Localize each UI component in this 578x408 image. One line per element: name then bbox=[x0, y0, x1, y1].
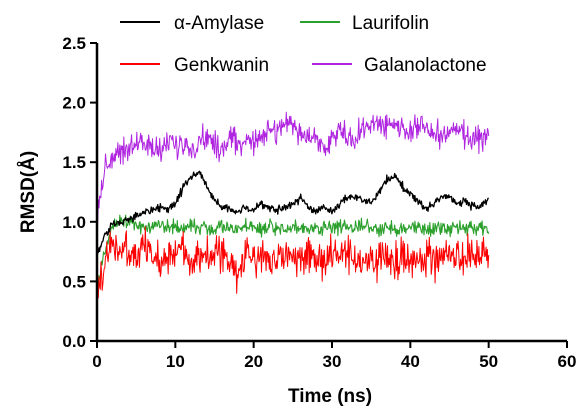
y-tick-label-0: 0.0 bbox=[62, 332, 86, 351]
legend-label-0: α-Amylase bbox=[174, 13, 264, 34]
series-layer bbox=[96, 111, 490, 309]
y-tick-label-2: 1.0 bbox=[62, 213, 86, 232]
series-line-2 bbox=[96, 226, 490, 309]
y-tick-label-4: 2.0 bbox=[62, 94, 86, 113]
x-tick-label-6: 60 bbox=[558, 352, 577, 371]
series-line-1 bbox=[96, 214, 490, 292]
x-tick-label-4: 40 bbox=[401, 352, 420, 371]
series-line-3 bbox=[96, 111, 490, 223]
y-tick-label-5: 2.5 bbox=[62, 34, 86, 53]
series-line-0 bbox=[96, 170, 489, 258]
legend-item-0: α-Amylase bbox=[120, 13, 264, 34]
legend-label-1: Laurifolin bbox=[352, 13, 429, 34]
x-tick-label-3: 30 bbox=[323, 352, 342, 371]
tick-layer: 0 10 20 30 40 50 60 0.0 0.5 1.0 1.5 2.0 2.5 bbox=[62, 34, 576, 371]
x-tick-label-0: 0 bbox=[92, 352, 101, 371]
legend: α-Amylase Laurifolin Genkwanin Galanolac… bbox=[120, 13, 487, 76]
legend-item-1: Laurifolin bbox=[300, 13, 429, 34]
x-tick-label-1: 10 bbox=[166, 352, 185, 371]
legend-item-2: Genkwanin bbox=[120, 55, 269, 76]
y-tick-label-1: 0.5 bbox=[62, 272, 86, 291]
x-tick-label-5: 50 bbox=[479, 352, 498, 371]
legend-label-3: Galanolactone bbox=[364, 55, 487, 76]
legend-label-2: Genkwanin bbox=[174, 55, 269, 76]
x-axis-title: Time (ns) bbox=[288, 386, 372, 407]
legend-item-3: Galanolactone bbox=[312, 55, 487, 76]
x-tick-label-2: 20 bbox=[244, 352, 263, 371]
y-axis-title: RMSD(Å) bbox=[18, 151, 39, 233]
y-tick-label-3: 1.5 bbox=[62, 153, 86, 172]
